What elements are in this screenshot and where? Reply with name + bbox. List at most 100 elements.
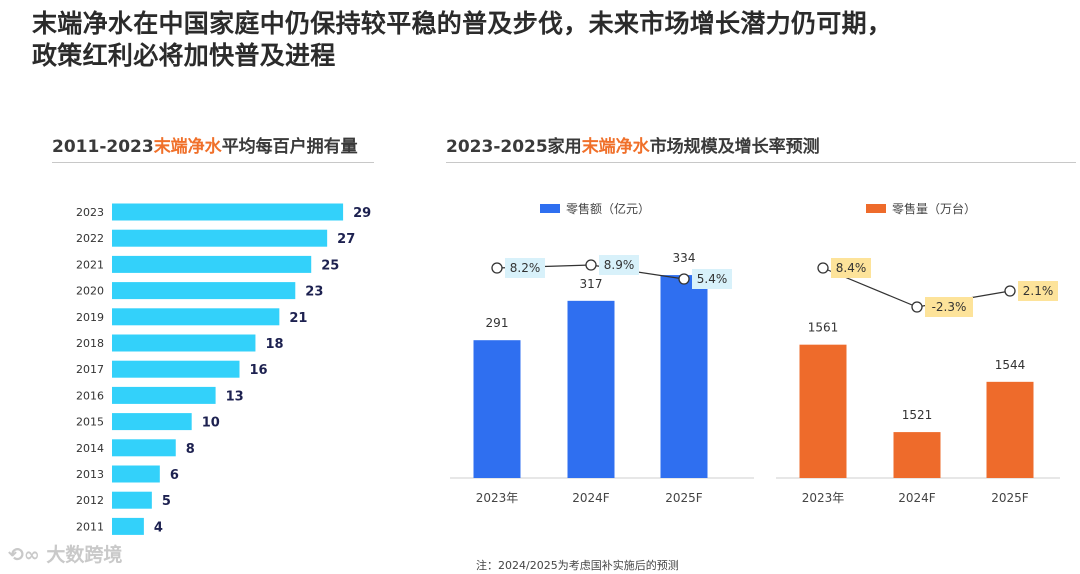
bar [567,300,615,478]
bar [660,275,708,478]
ownership-bar [112,229,328,247]
ownership-value-label: 25 [321,258,339,273]
bar-value-label: 1561 [808,321,839,335]
year-tick-label: 2019 [76,311,104,324]
watermark: ⟲∞ 大数跨境 [8,540,122,567]
legend-swatch-blue [540,204,560,213]
legend-swatch-orange [866,204,886,213]
ownership-value-label: 16 [250,363,268,378]
ownership-bar-chart: 2023 29 2022 27 2021 25 2020 23 2019 21 2018 18 2017… [76,203,371,535]
ownership-value-label: 4 [154,520,163,535]
ownership-value-label: 6 [170,468,179,483]
bar-value-label: 291 [486,316,509,330]
ownership-bar [112,517,144,535]
year-tick-label: 2017 [76,363,104,376]
category-tick-label: 2023年 [476,491,519,505]
ownership-value-label: 8 [186,442,195,457]
year-tick-label: 2014 [76,442,104,455]
growth-rate-label: -2.3% [932,300,967,314]
year-tick-label: 2012 [76,494,104,507]
category-tick-label: 2024F [572,491,610,505]
bar-value-label: 317 [580,277,603,291]
ownership-value-label: 23 [305,285,323,300]
ownership-value-label: 21 [289,311,307,326]
legend-retail-volume: 零售量（万台） [866,200,976,217]
ownership-value-label: 18 [265,337,283,352]
growth-rate-label: 8.9% [604,258,635,272]
bar-value-label: 1544 [995,358,1026,372]
growth-label-bg [599,255,639,275]
growth-label-bg [1018,281,1058,301]
ownership-bar [112,413,192,431]
year-tick-label: 2018 [76,337,104,350]
ownership-value-label: 29 [353,206,371,221]
left-title-pre: 2011-2023 [52,137,154,157]
category-tick-label: 2025F [991,491,1029,505]
ownership-bar [112,439,176,457]
retail-value-chart: 291 2023年 317 2024F 334 2025F 8.2% 8.9% 5.4% [450,251,754,505]
right-title-highlight: 末端净水 [581,137,650,157]
ownership-bar [112,386,216,404]
footnote: 注：2024/2025为考虑国补实施后的预测 [476,559,679,572]
legend-retail-value: 零售额（亿元） [540,200,650,217]
left-chart-title: 2011-2023末端净水平均每百户拥有量 [52,132,358,157]
headline-line-2: 政策红利必将加快普及进程 [32,41,336,70]
year-tick-label: 2020 [76,285,104,298]
ownership-value-label: 27 [337,232,355,247]
right-chart-title: 2023-2025家用末端净水市场规模及增长率预测 [446,132,820,157]
growth-point [911,301,923,313]
ownership-bar [112,282,296,300]
year-tick-label: 2021 [76,258,104,271]
bar-value-label: 1521 [902,408,933,422]
growth-point [1004,285,1016,297]
growth-point [678,273,690,285]
legend-retail-volume-label: 零售量（万台） [892,202,977,216]
ownership-bar [112,334,256,352]
ownership-value-label: 5 [162,494,171,509]
ownership-bar [112,308,280,326]
growth-label-bg [505,258,545,278]
watermark-text: 大数跨境 [46,544,123,566]
growth-label-bg [831,258,871,278]
ownership-value-label: 10 [202,416,220,431]
category-tick-label: 2023年 [802,491,845,505]
growth-rate-label: 8.2% [510,261,541,275]
category-tick-label: 2024F [898,491,936,505]
growth-rate-label: 8.4% [836,261,867,275]
growth-point [817,262,829,274]
left-title-rule [52,162,374,163]
growth-label-bg [692,269,732,289]
bar [473,340,521,478]
right-title-pre: 2023-2025家用 [446,137,582,157]
bar [893,432,941,478]
headline: 末端净水在中国家庭中仍保持较平稳的普及步伐，未来市场增长潜力仍可期， 政策红利必… [32,8,1062,72]
left-title-post: 平均每百户拥有量 [221,137,358,157]
headline-line-1: 末端净水在中国家庭中仍保持较平稳的普及步伐，未来市场增长潜力仍可期， [32,9,893,38]
year-tick-label: 2013 [76,468,104,481]
left-title-highlight: 末端净水 [153,137,222,157]
ownership-bar [112,255,312,273]
category-tick-label: 2025F [665,491,703,505]
ownership-bar [112,360,240,378]
bar-value-label: 334 [673,251,696,265]
legend-retail-value-label: 零售额（亿元） [566,202,651,216]
bar [799,344,847,478]
growth-rate-label: 2.1% [1023,284,1054,298]
ownership-bar [112,465,160,483]
year-tick-label: 2015 [76,416,104,429]
year-tick-label: 2011 [76,520,104,533]
year-tick-label: 2022 [76,232,104,245]
growth-point [491,262,503,274]
ownership-bar [112,491,152,509]
right-title-rule [446,162,1076,163]
watermark-logo-icon: ⟲∞ [8,544,40,566]
ownership-value-label: 13 [226,389,244,404]
right-title-post: 市场规模及增长率预测 [649,137,820,157]
ownership-bar [112,203,344,221]
growth-label-bg [925,297,973,317]
year-tick-label: 2023 [76,206,104,219]
year-tick-label: 2016 [76,389,104,402]
growth-point [585,259,597,271]
retail-volume-chart: 1561 2023年 1521 2024F 1544 2025F 8.4% -2.3% 2.1% [776,258,1060,505]
growth-rate-label: 5.4% [697,272,728,286]
